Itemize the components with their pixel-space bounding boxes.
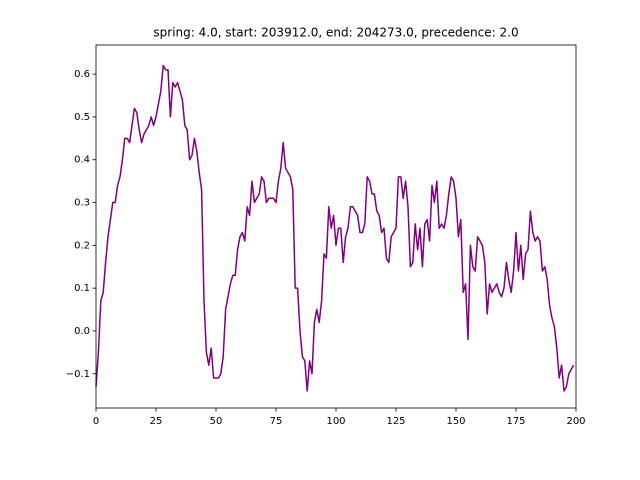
y-tick-label: 0.6 [74,69,90,80]
axes-frame [95,44,577,409]
x-tick-label: 200 [566,416,585,427]
y-tick-label: 0.3 [74,198,90,209]
x-tick-label: 0 [93,416,99,427]
data-line [95,64,575,392]
x-tick-label: 50 [210,416,223,427]
y-tick-label: 0.4 [74,155,90,166]
y-tick-label: 0.5 [74,112,90,123]
x-tick-label: 125 [386,416,405,427]
y-tick-label: 0.0 [74,326,90,337]
chart-title: spring: 4.0, start: 203912.0, end: 20427… [153,26,518,40]
x-tick-label: 175 [506,416,525,427]
x-tick-label: 25 [150,416,163,427]
y-tick-label: 0.2 [74,240,90,251]
x-tick-label: 150 [446,416,465,427]
y-tick-label: −0.1 [66,369,90,380]
x-tick-label: 100 [326,416,345,427]
x-tick-label: 75 [270,416,283,427]
y-tick-label: 0.1 [74,283,90,294]
